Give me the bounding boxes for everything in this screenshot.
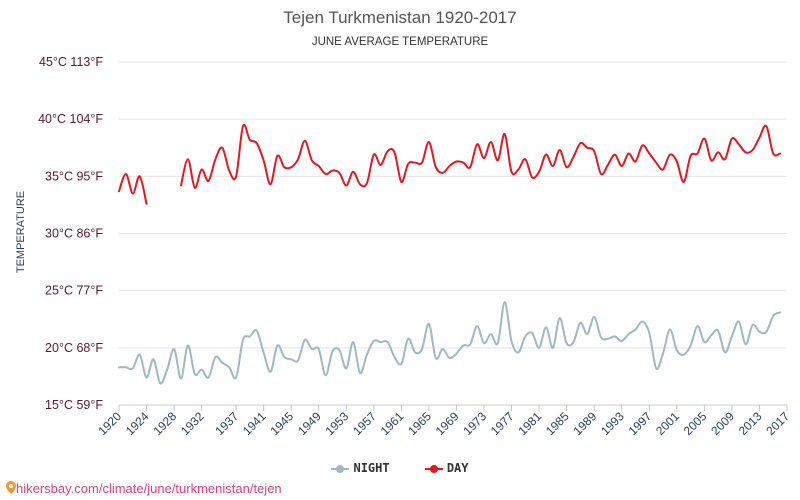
legend: NIGHT DAY [0, 461, 800, 475]
y-axis-label: TEMPERATURE [15, 190, 27, 274]
x-tick-label-1997: 1997 [626, 409, 655, 438]
legend-swatch-day [424, 464, 443, 474]
legend-item-night[interactable]: NIGHT [331, 461, 390, 475]
x-tick-label-2005: 2005 [681, 409, 710, 438]
x-tick-label-1993: 1993 [598, 409, 627, 438]
x-tick-label-1985: 1985 [543, 409, 572, 438]
x-tick-label-1932: 1932 [178, 409, 207, 438]
x-tick-label-1945: 1945 [268, 409, 297, 438]
chart-subtitle: JUNE AVERAGE TEMPERATURE [311, 36, 489, 48]
chart-title: Tejen Turkmenistan 1920-2017 [283, 8, 517, 27]
x-tick-label-1965: 1965 [405, 409, 434, 438]
y-tick-label-25: 25°C 77°F [45, 284, 103, 298]
x-tick-label-1957: 1957 [350, 409, 379, 438]
series-line-night-segment-0 [118, 301, 782, 385]
y-tick-label-40: 40°C 104°F [38, 112, 103, 126]
series-line-day-segment-1 [180, 123, 782, 189]
x-tick-label-2001: 2001 [653, 409, 682, 438]
x-tick-label-1973: 1973 [460, 409, 489, 438]
x-tick-label-1941: 1941 [240, 409, 269, 438]
y-tick-label-35: 35°C 95°F [45, 169, 103, 183]
x-tick-label-1989: 1989 [571, 409, 600, 438]
location-pin-icon [6, 481, 16, 494]
y-tick-label-30: 30°C 86°F [45, 227, 103, 241]
source-text: hikersbay.com/climate/june/turkmenistan/… [16, 481, 282, 496]
x-tick-label-1977: 1977 [488, 409, 517, 438]
y-tick-label-45: 45°C 113°F [39, 55, 103, 69]
x-tick-label-1953: 1953 [323, 409, 352, 438]
x-tick-label-2017: 2017 [763, 409, 792, 438]
legend-item-day[interactable]: DAY [424, 461, 469, 475]
legend-label-night: NIGHT [353, 461, 390, 475]
x-tick-label-1961: 1961 [378, 409, 407, 438]
source-link[interactable]: hikersbay.com/climate/june/turkmenistan/… [6, 481, 282, 496]
x-tick-label-1924: 1924 [123, 409, 152, 438]
legend-label-day: DAY [446, 461, 469, 475]
y-tick-label-20: 20°C 68°F [45, 341, 103, 355]
legend-swatch-night [331, 464, 350, 474]
x-tick-label-1949: 1949 [295, 409, 324, 438]
x-tick-label-1920: 1920 [95, 409, 124, 438]
x-tick-label-2009: 2009 [708, 409, 737, 438]
x-tick-label-1937: 1937 [212, 409, 241, 438]
x-tick-label-1969: 1969 [433, 409, 462, 438]
x-tick-label-2013: 2013 [736, 409, 765, 438]
x-tick-label-1928: 1928 [150, 409, 179, 438]
series-line-day-segment-0 [118, 172, 148, 205]
x-tick-label-1981: 1981 [515, 409, 544, 438]
y-tick-label-15: 15°C 59°F [45, 398, 103, 412]
